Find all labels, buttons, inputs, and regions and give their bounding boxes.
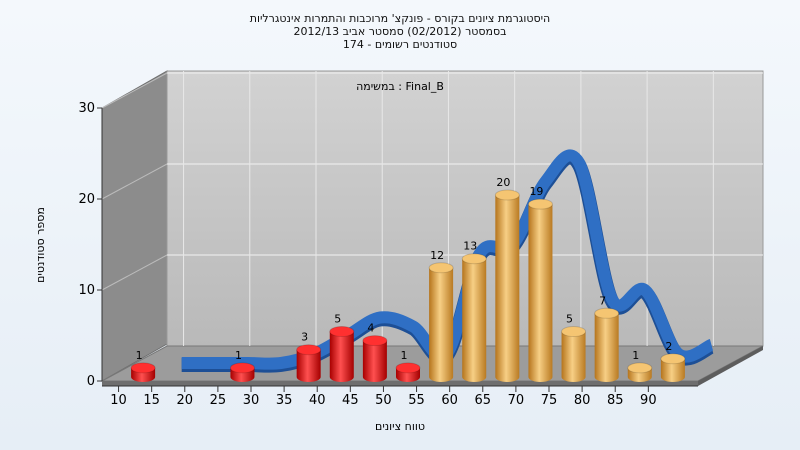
bar-value-label: 2 — [665, 340, 672, 353]
chart-subtitle: במשימה : Final_B — [356, 80, 444, 93]
bar-body — [495, 195, 520, 382]
bar-top — [527, 198, 553, 210]
x-tick-label: 50 — [375, 393, 392, 408]
title-line-2: בסמסטר (02/2012) סמסטר אביב 2012/13 — [293, 25, 506, 38]
bar-top — [329, 326, 355, 337]
x-tick-label: 20 — [177, 393, 194, 408]
bar-top — [395, 362, 421, 374]
side-wall — [101, 70, 168, 382]
bar-fail — [362, 335, 388, 382]
bar-pass — [527, 198, 553, 382]
bar-body — [561, 331, 586, 382]
bar-body — [528, 204, 553, 382]
bar-pass — [561, 326, 587, 382]
bar-value-label: 4 — [367, 322, 374, 335]
bar-value-label: 5 — [566, 313, 573, 326]
x-axis-title: טווח ציונים — [375, 420, 425, 433]
bar-value-label: 3 — [301, 331, 308, 344]
x-tick-label: 75 — [541, 393, 558, 408]
floor-front — [102, 381, 698, 386]
gridline-side — [101, 254, 168, 291]
y-tick-label: 20 — [78, 192, 95, 207]
curve-ribbon — [181, 149, 714, 370]
bar-body — [296, 349, 321, 382]
bar-body — [329, 331, 354, 382]
bar-top — [229, 362, 255, 374]
y-tick-label: 30 — [78, 101, 95, 116]
x-tick-label: 35 — [276, 393, 293, 408]
bar-pass — [428, 262, 454, 382]
bar-pass — [594, 307, 620, 382]
bar-body — [429, 267, 454, 382]
x-tick-label: 90 — [640, 393, 657, 408]
bar-value-label: 12 — [430, 249, 444, 262]
bar-top — [561, 326, 587, 337]
bar-value-label: 20 — [496, 176, 510, 189]
bar-top — [130, 362, 156, 374]
bar-pass — [494, 189, 520, 382]
chart-title: היסטוגרמת ציונים בקורס - פונקצ' מרוכבות … — [250, 12, 551, 51]
y-tick-label: 0 — [87, 374, 95, 389]
bar-value-label: 7 — [599, 294, 606, 307]
gridline-side — [101, 163, 168, 200]
bar-value-label: 19 — [529, 185, 543, 198]
x-tick-label: 85 — [607, 393, 624, 408]
y-axis: 0 10 20 30 — [78, 101, 103, 389]
bar-fail — [229, 362, 255, 382]
bar-top — [660, 353, 686, 365]
bar-value-label: 1 — [235, 349, 242, 362]
y-axis-title: מספר סטודנטים — [34, 207, 47, 283]
x-tick-label: 30 — [243, 393, 260, 408]
x-tick-label: 65 — [475, 393, 492, 408]
floor-right — [698, 346, 763, 386]
bar-fail — [395, 362, 421, 382]
bar-body — [594, 313, 619, 382]
x-tick-label: 25 — [210, 393, 227, 408]
x-tick-label: 80 — [574, 393, 591, 408]
bars — [130, 189, 686, 382]
x-axis: 10 15 20 25 30 35 40 45 50 55 60 65 70 75 80 85 90 — [102, 385, 698, 408]
title-line-1: היסטוגרמת ציונים בקורס - פונקצ' מרוכבות … — [250, 12, 551, 25]
bar-fail — [329, 326, 355, 382]
bar-value-label: 5 — [334, 313, 341, 326]
bar-top — [594, 307, 620, 319]
bar-value-label: 1 — [401, 349, 408, 362]
bar-body — [362, 340, 387, 382]
bar-top — [428, 262, 454, 274]
title-line-3: סטודנטים רשומים - 174 — [343, 38, 457, 51]
bar-pass — [660, 353, 686, 382]
bar-fail — [296, 344, 322, 382]
bar-fail — [130, 362, 156, 382]
bar-pass — [627, 362, 653, 382]
bar-value-label: 1 — [136, 349, 143, 362]
bar-top — [627, 362, 653, 374]
bar-pass — [461, 253, 487, 382]
x-tick-label: 70 — [508, 393, 525, 408]
bar-body — [462, 258, 487, 382]
bar-top — [494, 189, 520, 201]
x-tick-label: 45 — [342, 393, 359, 408]
x-tick-label: 40 — [309, 393, 326, 408]
bar-value-label: 13 — [463, 240, 477, 253]
bar-top — [296, 344, 322, 356]
bar-top — [461, 253, 487, 265]
x-tick-label: 55 — [408, 393, 425, 408]
bar-value-label: 1 — [632, 349, 639, 362]
bar-body — [660, 358, 685, 382]
distribution-curve — [181, 149, 715, 373]
bar-top — [362, 335, 388, 347]
gridline-side — [101, 72, 168, 109]
x-tick-label: 10 — [110, 393, 127, 408]
x-tick-label: 15 — [143, 393, 160, 408]
y-tick-label: 10 — [78, 283, 95, 298]
x-tick-label: 60 — [441, 393, 458, 408]
